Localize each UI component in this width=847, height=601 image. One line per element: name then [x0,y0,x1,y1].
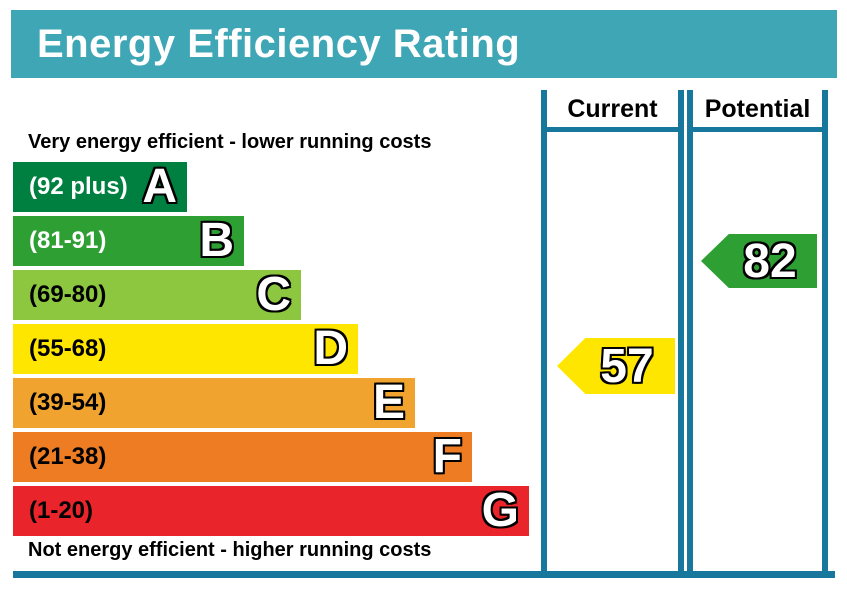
current-rating-arrow: 57 [557,338,675,394]
caption-not-efficient: Not energy efficient - higher running co… [28,539,432,561]
band-row: (69-80) C [13,270,301,320]
page-title: Energy Efficiency Rating [37,21,521,66]
current-column-header: Current [541,91,684,127]
band-letter: F [432,430,462,483]
band-letter: G [481,484,519,537]
potential-column-label: Potential [704,94,811,123]
band-row: (81-91) B [13,216,244,266]
band-range-label: (81-91) [29,227,107,254]
band-letter: C [256,268,291,321]
band-range-label: (21-38) [29,443,107,470]
band-row: (21-38) F [13,432,472,482]
current-rating-value: 57 [600,339,654,393]
potential-header-underline [687,127,828,132]
band-range-label: (69-80) [29,281,107,308]
potential-rating-arrow: 82 [701,234,817,288]
band-row: (92 plus) A [13,162,187,212]
band-row: (39-54) E [13,378,415,428]
band-range-label: (92 plus) [29,173,128,200]
caption-very-efficient: Very energy efficient - lower running co… [28,131,432,153]
current-header-underline [541,127,684,132]
band-letter: A [142,160,177,213]
potential-column-left-border [687,90,693,577]
potential-column-right-border [822,90,828,577]
band-range-label: (1-20) [29,497,94,524]
current-column-label: Current [567,94,658,123]
bottom-rule [13,571,835,578]
band-row: (1-20) G [13,486,529,536]
title-bar: Energy Efficiency Rating [11,10,837,78]
band-range-label: (55-68) [29,335,107,362]
band-letter: E [372,376,405,429]
band-letter: D [313,322,348,375]
current-column-left-border [541,90,547,577]
potential-rating-value: 82 [743,234,797,288]
potential-column-header: Potential [687,91,828,127]
band-range-label: (39-54) [29,389,107,416]
band-letter: B [199,214,234,267]
band-row: (55-68) D [13,324,358,374]
current-column-right-border [678,90,684,577]
